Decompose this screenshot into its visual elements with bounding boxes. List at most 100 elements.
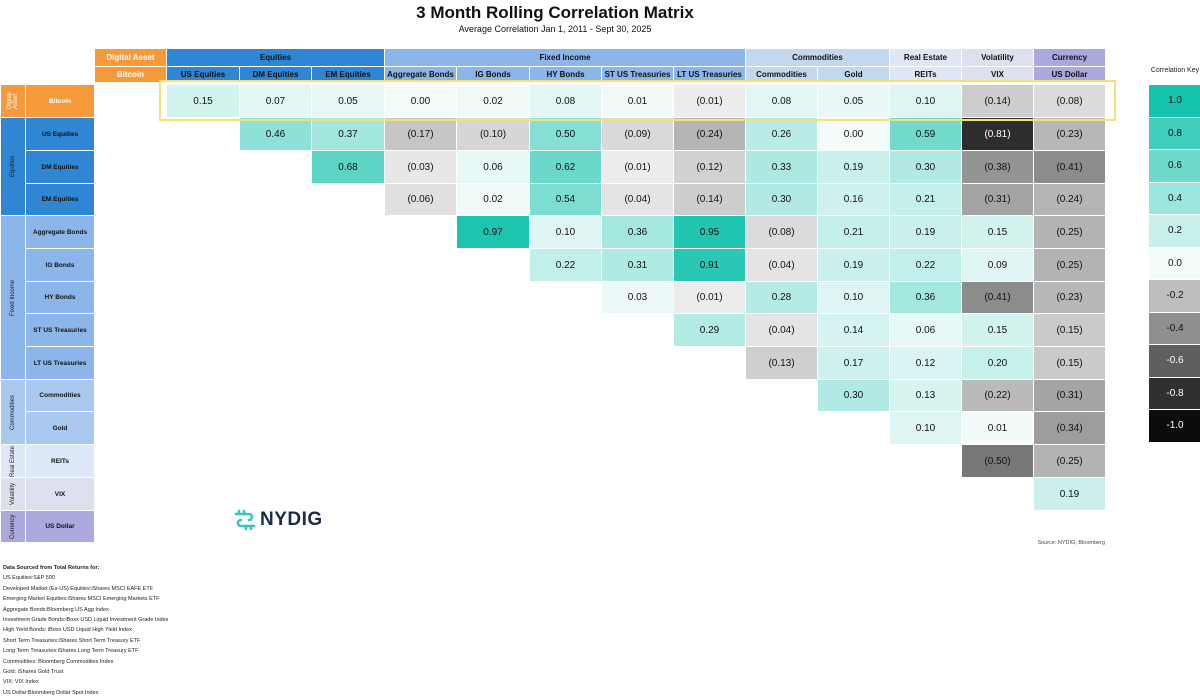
matrix-cell-commodities-vix: (0.22) (962, 380, 1033, 411)
matrix-cell-bitcoin-aggregate-bonds: 0.00 (385, 85, 456, 117)
notes-line: Short Term Treasuries:iShares Short Term… (3, 637, 141, 644)
row-label-em-equities: EM Equities (26, 184, 94, 215)
matrix-cell-aggregate-bonds-st-us-treasuries: 0.36 (602, 216, 673, 248)
matrix-cell-lt-us-treasuries-gold: 0.17 (818, 347, 889, 379)
bitcoin-row-highlight (159, 80, 1116, 121)
matrix-cell-ig-bonds-st-us-treasuries: 0.31 (602, 249, 673, 281)
matrix-cell-gold-vix: 0.01 (962, 412, 1033, 444)
matrix-cell-us-equities-aggregate-bonds: (0.17) (385, 118, 456, 150)
matrix-cell-em-equities-us-dollar: (0.24) (1034, 184, 1105, 215)
matrix-cell-aggregate-bonds-ig-bonds: 0.97 (457, 216, 529, 248)
matrix-cell-hy-bonds-us-dollar: (0.23) (1034, 282, 1105, 313)
row-label-gold: Gold (26, 412, 94, 444)
matrix-cell-us-equities-vix: (0.81) (962, 118, 1033, 150)
matrix-cell-em-equities-aggregate-bonds: (0.06) (385, 184, 456, 215)
row-label-reits: REITs (26, 445, 94, 477)
matrix-cell-us-equities-us-dollar: (0.23) (1034, 118, 1105, 150)
key-swatch: 0.0 (1149, 247, 1200, 279)
matrix-cell-us-equities-em-equities: 0.37 (312, 118, 384, 150)
matrix-cell-commodities-us-dollar: (0.31) (1034, 380, 1105, 411)
matrix-cell-lt-us-treasuries-vix: 0.20 (962, 347, 1033, 379)
matrix-cell-lt-us-treasuries-commodities: (0.13) (746, 347, 817, 379)
matrix-cell-aggregate-bonds-reits: 0.19 (890, 216, 961, 248)
column-header-lt-us-treasuries: LT US Treasuries (674, 67, 745, 82)
matrix-cell-st-us-treasuries-commodities: (0.04) (746, 314, 817, 346)
matrix-cell-commodities-gold: 0.30 (818, 380, 889, 411)
row-label-us-equities: US Equities (26, 118, 94, 150)
key-swatch: -0.8 (1149, 377, 1200, 409)
nydig-logo-text: NYDIG (260, 509, 323, 530)
matrix-cell-hy-bonds-reits: 0.36 (890, 282, 961, 313)
matrix-cell-reits-vix: (0.50) (962, 445, 1033, 477)
matrix-cell-bitcoin-gold: 0.05 (818, 85, 889, 117)
matrix-cell-aggregate-bonds-vix: 0.15 (962, 216, 1033, 248)
matrix-cell-ig-bonds-vix: 0.09 (962, 249, 1033, 281)
matrix-cell-hy-bonds-lt-us-treasuries: (0.01) (674, 282, 745, 313)
matrix-cell-em-equities-hy-bonds: 0.54 (530, 184, 601, 215)
column-group-currency: Currency (1034, 49, 1105, 66)
column-group-real-estate: Real Estate (890, 49, 961, 66)
column-group-equities: Equities (167, 49, 384, 66)
matrix-cell-bitcoin-us-equities: 0.15 (167, 85, 239, 117)
matrix-cell-ig-bonds-reits: 0.22 (890, 249, 961, 281)
matrix-cell-bitcoin-commodities: 0.08 (746, 85, 817, 117)
notes-line: Investment Grade Bonds:iBoxx USD Liquid … (3, 617, 169, 624)
matrix-cell-em-equities-st-us-treasuries: (0.04) (602, 184, 673, 215)
key-swatch: -0.2 (1149, 280, 1200, 312)
matrix-cell-st-us-treasuries-us-dollar: (0.15) (1034, 314, 1105, 346)
matrix-cell-us-equities-st-us-treasuries: (0.09) (602, 118, 673, 150)
matrix-cell-bitcoin-dm-equities: 0.07 (240, 85, 311, 117)
notes-line: Gold: iShares Gold Trust (3, 669, 64, 676)
row-label-commodities: Commodities (26, 380, 94, 411)
matrix-cell-hy-bonds-vix: (0.41) (962, 282, 1033, 313)
chart-title: 3 Month Rolling Correlation Matrix (416, 3, 694, 22)
notes-line: US Equities:S&P 500 (3, 575, 55, 582)
notes-line: Aggregate Bonds:Bloomberg US Agg Index (3, 606, 109, 613)
column-header-bitcoin: Bitcoin (95, 67, 166, 82)
correlation-key-title: Correlation Key (1150, 67, 1200, 74)
key-swatch: -0.4 (1149, 312, 1200, 344)
notes-line: Long Term Treasuries:iShares Long Term T… (3, 648, 139, 655)
column-header-us-dollar: US Dollar (1034, 67, 1105, 82)
column-group-commodities: Commodities (746, 49, 889, 66)
row-label-us-dollar: US Dollar (26, 511, 94, 542)
notes-line: High Yield Bonds: iBoxx USD Liquid High … (3, 627, 133, 634)
matrix-cell-bitcoin-ig-bonds: 0.02 (457, 85, 529, 117)
matrix-cell-dm-equities-st-us-treasuries: (0.01) (602, 151, 673, 183)
matrix-cell-dm-equities-us-dollar: (0.41) (1034, 151, 1105, 183)
key-swatch: 0.6 (1149, 150, 1200, 182)
matrix-cell-us-equities-gold: 0.00 (818, 118, 889, 150)
key-swatch: -0.6 (1149, 345, 1200, 377)
matrix-cell-aggregate-bonds-commodities: (0.08) (746, 216, 817, 248)
matrix-cell-ig-bonds-hy-bonds: 0.22 (530, 249, 601, 281)
matrix-cell-bitcoin-em-equities: 0.05 (312, 85, 384, 117)
matrix-cell-bitcoin-reits: 0.10 (890, 85, 961, 117)
row-group-real-estate: Real Estate (1, 445, 25, 477)
matrix-cell-gold-reits: 0.10 (890, 412, 961, 444)
matrix-cell-em-equities-vix: (0.31) (962, 184, 1033, 215)
matrix-cell-reits-us-dollar: (0.25) (1034, 445, 1105, 477)
row-label-lt-us-treasuries: LT US Treasuries (26, 347, 94, 379)
row-label-st-us-treasuries: ST US Treasuries (26, 314, 94, 346)
column-header-dm-equities: DM Equities (240, 67, 311, 82)
matrix-cell-us-equities-dm-equities: 0.46 (240, 118, 311, 150)
nydig-logo: NYDIG (233, 508, 323, 532)
row-label-ig-bonds: IG Bonds (26, 249, 94, 281)
key-swatch: 0.8 (1149, 117, 1200, 149)
column-header-gold: Gold (818, 67, 889, 82)
row-label-vix: VIX (26, 478, 94, 510)
matrix-cell-aggregate-bonds-us-dollar: (0.25) (1034, 216, 1105, 248)
matrix-cell-dm-equities-ig-bonds: 0.06 (457, 151, 529, 183)
matrix-cell-bitcoin-hy-bonds: 0.08 (530, 85, 601, 117)
source-note: Source: NYDIG, Bloomberg (1037, 540, 1105, 546)
column-header-commodities: Commodities (746, 67, 817, 82)
column-header-reits: REITs (890, 67, 961, 82)
column-group-fixed-income: Fixed Income (385, 49, 745, 66)
matrix-cell-hy-bonds-gold: 0.10 (818, 282, 889, 313)
row-label-aggregate-bonds: Aggregate Bonds (26, 216, 94, 248)
key-swatch: 0.2 (1149, 215, 1200, 247)
row-group-currency: Currency (1, 511, 25, 542)
matrix-cell-dm-equities-gold: 0.19 (818, 151, 889, 183)
matrix-cell-dm-equities-aggregate-bonds: (0.03) (385, 151, 456, 183)
matrix-cell-em-equities-reits: 0.21 (890, 184, 961, 215)
